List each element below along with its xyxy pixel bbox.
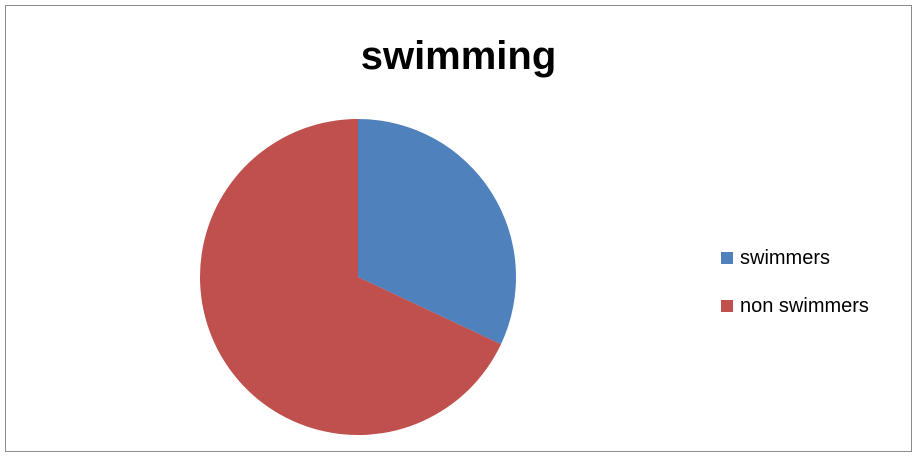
- chart-frame: swimming swimmers non swimmers: [5, 5, 912, 452]
- legend-item-swimmers: swimmers: [721, 246, 869, 270]
- legend: swimmers non swimmers: [721, 246, 869, 342]
- pie-slice-swimmers: [358, 119, 516, 345]
- chart-title: swimming: [360, 34, 557, 78]
- legend-swatch-non-swimmers: [721, 300, 733, 312]
- pie-slice-non-swimmers: [199, 119, 501, 435]
- legend-label-non-swimmers: non swimmers: [740, 294, 869, 317]
- legend-item-non-swimmers: non swimmers: [721, 294, 869, 318]
- pie-chart: [199, 119, 516, 435]
- legend-swatch-swimmers: [721, 252, 733, 264]
- legend-label-swimmers: swimmers: [740, 246, 830, 269]
